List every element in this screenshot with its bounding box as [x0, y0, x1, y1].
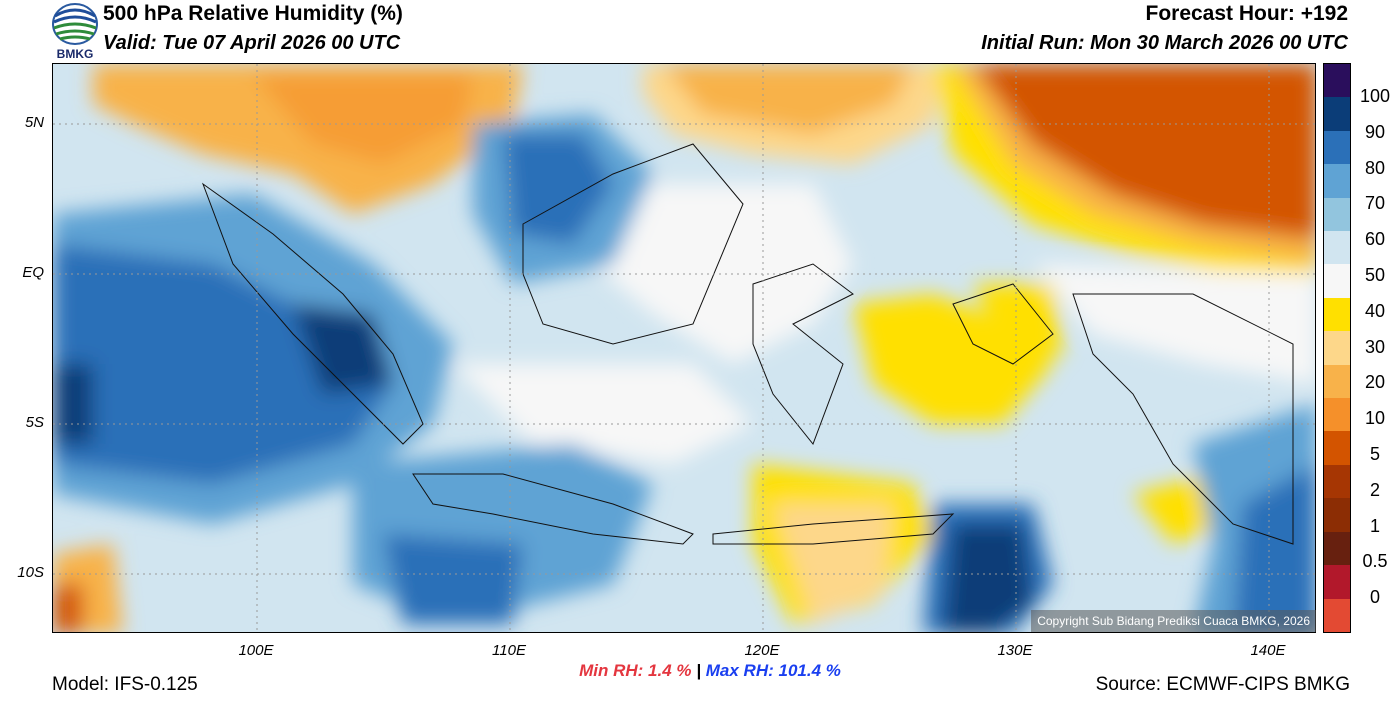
- colorbar-label: 0: [1369, 587, 1380, 608]
- lon-label-110e: 110E: [492, 642, 526, 659]
- colorbar-label: 30: [1364, 336, 1386, 357]
- colorbar-segment: [1324, 598, 1350, 632]
- colorbar-label: 90: [1364, 121, 1386, 142]
- colorbar-segment: [1324, 531, 1350, 566]
- colorbar-segment: [1324, 130, 1350, 165]
- bmkg-logo-icon: [52, 3, 98, 45]
- colorbar-label: 0.5: [1362, 551, 1388, 572]
- lat-label-eq: EQ: [22, 264, 44, 281]
- colorbar-label: 60: [1364, 229, 1386, 250]
- model-name: Model: IFS-0.125: [52, 674, 198, 695]
- bmkg-logo: [50, 2, 100, 62]
- colorbar-segment: [1324, 498, 1350, 532]
- lon-label-130e: 130E: [997, 642, 1033, 659]
- logo-text: BMKG: [56, 47, 94, 61]
- colorbar-label: 10: [1364, 408, 1386, 429]
- colorbar: [1323, 63, 1351, 633]
- colorbar-label: 40: [1364, 300, 1386, 321]
- lat-label-5s: 5S: [25, 414, 44, 431]
- coastlines: [201, 143, 1294, 545]
- colorbar-segment: [1324, 197, 1350, 232]
- max-rh-value: 101.4 %: [778, 661, 841, 680]
- colorbar-label: 100: [1359, 86, 1391, 106]
- colorbar-label: 20: [1364, 372, 1386, 393]
- lat-label-5n: 5N: [24, 114, 44, 131]
- colorbar-segment: [1324, 97, 1350, 131]
- colorbar-label: 80: [1364, 157, 1386, 178]
- colorbar-segment: [1324, 364, 1350, 399]
- valid-time: Valid: Tue 07 April 2026 00 UTC: [103, 32, 401, 54]
- rh-stats: Min RH: 1.4 % | Max RH: 101.4 %: [500, 661, 920, 681]
- lat-label-10s: 10S: [17, 564, 44, 581]
- colorbar-label: 70: [1364, 193, 1386, 214]
- lon-label-140e: 140E: [1250, 642, 1286, 659]
- colorbar-segment: [1324, 398, 1350, 432]
- map-title: 500 hPa Relative Humidity (%): [103, 2, 403, 25]
- min-rh-value: 1.4 %: [648, 661, 692, 680]
- initial-run: Initial Run: Mon 30 March 2026 00 UTC: [981, 32, 1348, 54]
- colorbar-label: 1: [1369, 515, 1380, 536]
- colorbar-segment: [1324, 231, 1350, 265]
- colorbar-segment: [1324, 464, 1350, 499]
- colorbar-label: 50: [1364, 265, 1386, 285]
- humidity-map: [52, 63, 1316, 633]
- lon-label-100e: 100E: [238, 642, 274, 659]
- colorbar-label: 2: [1369, 479, 1380, 500]
- colorbar-segment: [1324, 297, 1350, 332]
- colorbar-segment: [1324, 331, 1350, 365]
- forecast-hour: Forecast Hour: +192: [1145, 2, 1349, 25]
- copyright-notice: Copyright Sub Bidang Prediksi Cuaca BMKG…: [1031, 610, 1316, 632]
- colorbar-label: 5: [1369, 444, 1380, 464]
- humidity-field: [53, 64, 1315, 632]
- stats-separator: |: [696, 661, 702, 680]
- data-source: Source: ECMWF-CIPS BMKG: [1095, 674, 1350, 695]
- colorbar-segment: [1324, 264, 1350, 298]
- colorbar-segment: [1324, 431, 1350, 465]
- grid-lines: [53, 64, 1315, 632]
- colorbar-segment: [1324, 164, 1350, 198]
- lon-label-120e: 120E: [744, 642, 780, 659]
- colorbar-segment: [1324, 565, 1350, 599]
- colorbar-segment: [1324, 64, 1350, 98]
- max-rh-label: Max RH:: [705, 661, 774, 680]
- min-rh-label: Min RH:: [579, 661, 644, 680]
